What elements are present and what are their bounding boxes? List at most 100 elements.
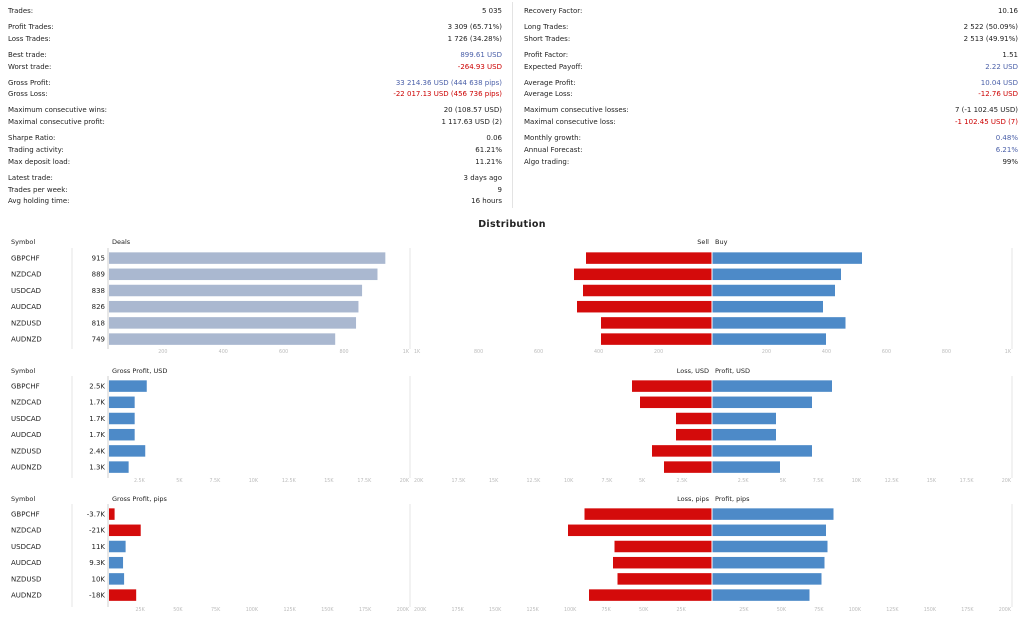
- stat-value: 3 days ago: [463, 173, 502, 182]
- sell-bar: [601, 333, 712, 345]
- buy-tick-label: 12.5K: [885, 478, 900, 484]
- left-value-label: 889: [92, 271, 105, 279]
- stat-row: Maximum consecutive losses: 7 (-1 102.45 …: [524, 104, 1018, 116]
- left-bar: [109, 589, 137, 601]
- stat-value: 1 117.63 USD (2): [441, 118, 503, 127]
- stat-label: Annual Forecast:: [524, 146, 583, 154]
- left-tick-label: 25K: [136, 607, 146, 613]
- left-tick-label: 2.5K: [134, 478, 146, 484]
- left-bar: [109, 573, 125, 585]
- symbol-label: GBPCHF: [11, 511, 40, 519]
- left-value-label: 1.3K: [89, 464, 105, 472]
- symbol-label: AUDNZD: [11, 592, 42, 600]
- stat-row: Trading activity: 61.21%: [8, 144, 502, 156]
- stat-row: Max deposit load: 11.21%: [8, 156, 502, 168]
- sell-bar: [664, 461, 712, 473]
- left-bar: [109, 333, 336, 345]
- left-tick-label: 10K: [249, 478, 259, 484]
- sell-tick-label: 100K: [564, 607, 577, 613]
- stat-value: 2 513 (49.91%): [963, 34, 1018, 43]
- stat-label: Short Trades:: [524, 34, 571, 43]
- left-tick-label: 100K: [246, 607, 259, 613]
- symbol-label: NZDCAD: [11, 271, 42, 279]
- stat-label: Trades per week:: [8, 185, 68, 194]
- buy-tick-label: 1K: [1005, 349, 1012, 355]
- symbol-label: AUDCAD: [11, 431, 41, 439]
- symbol-label: NZDUSD: [11, 447, 41, 455]
- buy-bar: [712, 573, 822, 585]
- stat-value: 2 522 (50.09%): [963, 23, 1018, 31]
- left-bar: [109, 396, 135, 409]
- stat-row: Loss Trades: 1 726 (34.28%): [8, 33, 502, 45]
- stat-label: Long Trades:: [524, 23, 569, 31]
- stat-label: Worst trade:: [8, 62, 52, 71]
- left-bar: [109, 300, 359, 313]
- stat-value: 9: [497, 185, 502, 194]
- sell-bar: [586, 252, 712, 264]
- stat-value: 3 309 (65.71%): [447, 23, 502, 31]
- stat-value: 33 214.36 USD (444 638 pips): [395, 78, 502, 87]
- stat-label: Average Loss:: [524, 90, 573, 99]
- stat-value: 99%: [1002, 157, 1018, 166]
- buy-tick-label: 150K: [924, 607, 937, 613]
- symbol-header: Symbol: [11, 495, 35, 503]
- left-bar: [109, 412, 135, 425]
- stat-row: Trades per week: 9: [8, 184, 502, 196]
- stat-label: Trades:: [8, 7, 34, 15]
- left-bar: [109, 268, 378, 281]
- stat-value: -22 017.13 USD (456 736 pips): [393, 90, 502, 99]
- symbol-label: USDCAD: [11, 543, 41, 551]
- stat-label: Profit Trades:: [8, 23, 54, 31]
- stat-row: Gross Profit: 33 214.36 USD (444 638 pips…: [8, 77, 502, 89]
- stat-value: 1.51: [1002, 50, 1018, 59]
- buy-tick-label: 600: [882, 349, 891, 355]
- left-bar: [109, 556, 124, 569]
- buy-bar: [712, 252, 862, 264]
- sell-bar: [652, 445, 712, 457]
- left-tick-label: 600: [279, 349, 288, 355]
- stat-row: Worst trade: -264.93 USD: [8, 61, 502, 73]
- stat-row: Short Trades: 2 513 (49.91%): [524, 33, 1018, 45]
- symbol-label: NZDCAD: [11, 527, 42, 535]
- left-value-label: -18K: [89, 592, 105, 600]
- stat-value: 61.21%: [475, 146, 502, 154]
- left-tick-label: 17.5K: [357, 478, 372, 484]
- left-tick-label: 800: [339, 349, 348, 355]
- stat-value: 899.61 USD: [460, 50, 502, 59]
- stat-label: Expected Payoff:: [524, 62, 583, 71]
- stat-row: Avg holding time: 16 hours: [8, 195, 502, 207]
- sell-tick-label: 15K: [489, 478, 499, 484]
- buy-tick-label: 200: [762, 349, 771, 355]
- stat-row: Expected Payoff: 2.22 USD: [524, 61, 1018, 73]
- stat-row: Profit Trades: 3 309 (65.71%): [8, 21, 502, 33]
- left-tick-label: 20K: [400, 478, 410, 484]
- left-value-label: 749: [92, 336, 105, 344]
- left-value-label: 11K: [92, 543, 106, 551]
- stat-row: Trades: 5 035: [8, 5, 502, 17]
- stat-row: Profit Factor: 1.51: [524, 49, 1018, 61]
- sell-bar: [617, 573, 712, 585]
- buy-bar: [712, 445, 812, 457]
- buy-bar: [712, 380, 832, 392]
- column-divider: [512, 2, 513, 208]
- left-bar: [109, 461, 129, 473]
- buy-tick-label: 5K: [780, 478, 787, 484]
- sell-bar: [640, 396, 712, 409]
- buy-tick-label: 200K: [999, 607, 1012, 613]
- left-value-label: 826: [92, 303, 106, 311]
- left-bar: [109, 317, 357, 329]
- stat-row: Average Profit: 10.04 USD: [524, 77, 1018, 89]
- buy-tick-label: 800: [942, 349, 951, 355]
- stat-value: 2.22 USD: [985, 62, 1018, 71]
- sell-tick-label: 25K: [677, 607, 687, 613]
- sell-bar: [583, 284, 712, 297]
- buy-tick-label: 175K: [961, 607, 974, 613]
- stat-row: Maximal consecutive loss: -1 102.45 USD (…: [524, 116, 1018, 128]
- left-bar: [109, 428, 135, 441]
- sell-bar: [574, 268, 712, 281]
- buy-bar: [712, 589, 810, 601]
- left-value-label: 1.7K: [89, 431, 105, 439]
- left-bar: [109, 380, 147, 392]
- stat-row: Maximum consecutive wins: 20 (108.57 USD): [8, 104, 502, 116]
- left-value-label: 2.4K: [89, 447, 105, 455]
